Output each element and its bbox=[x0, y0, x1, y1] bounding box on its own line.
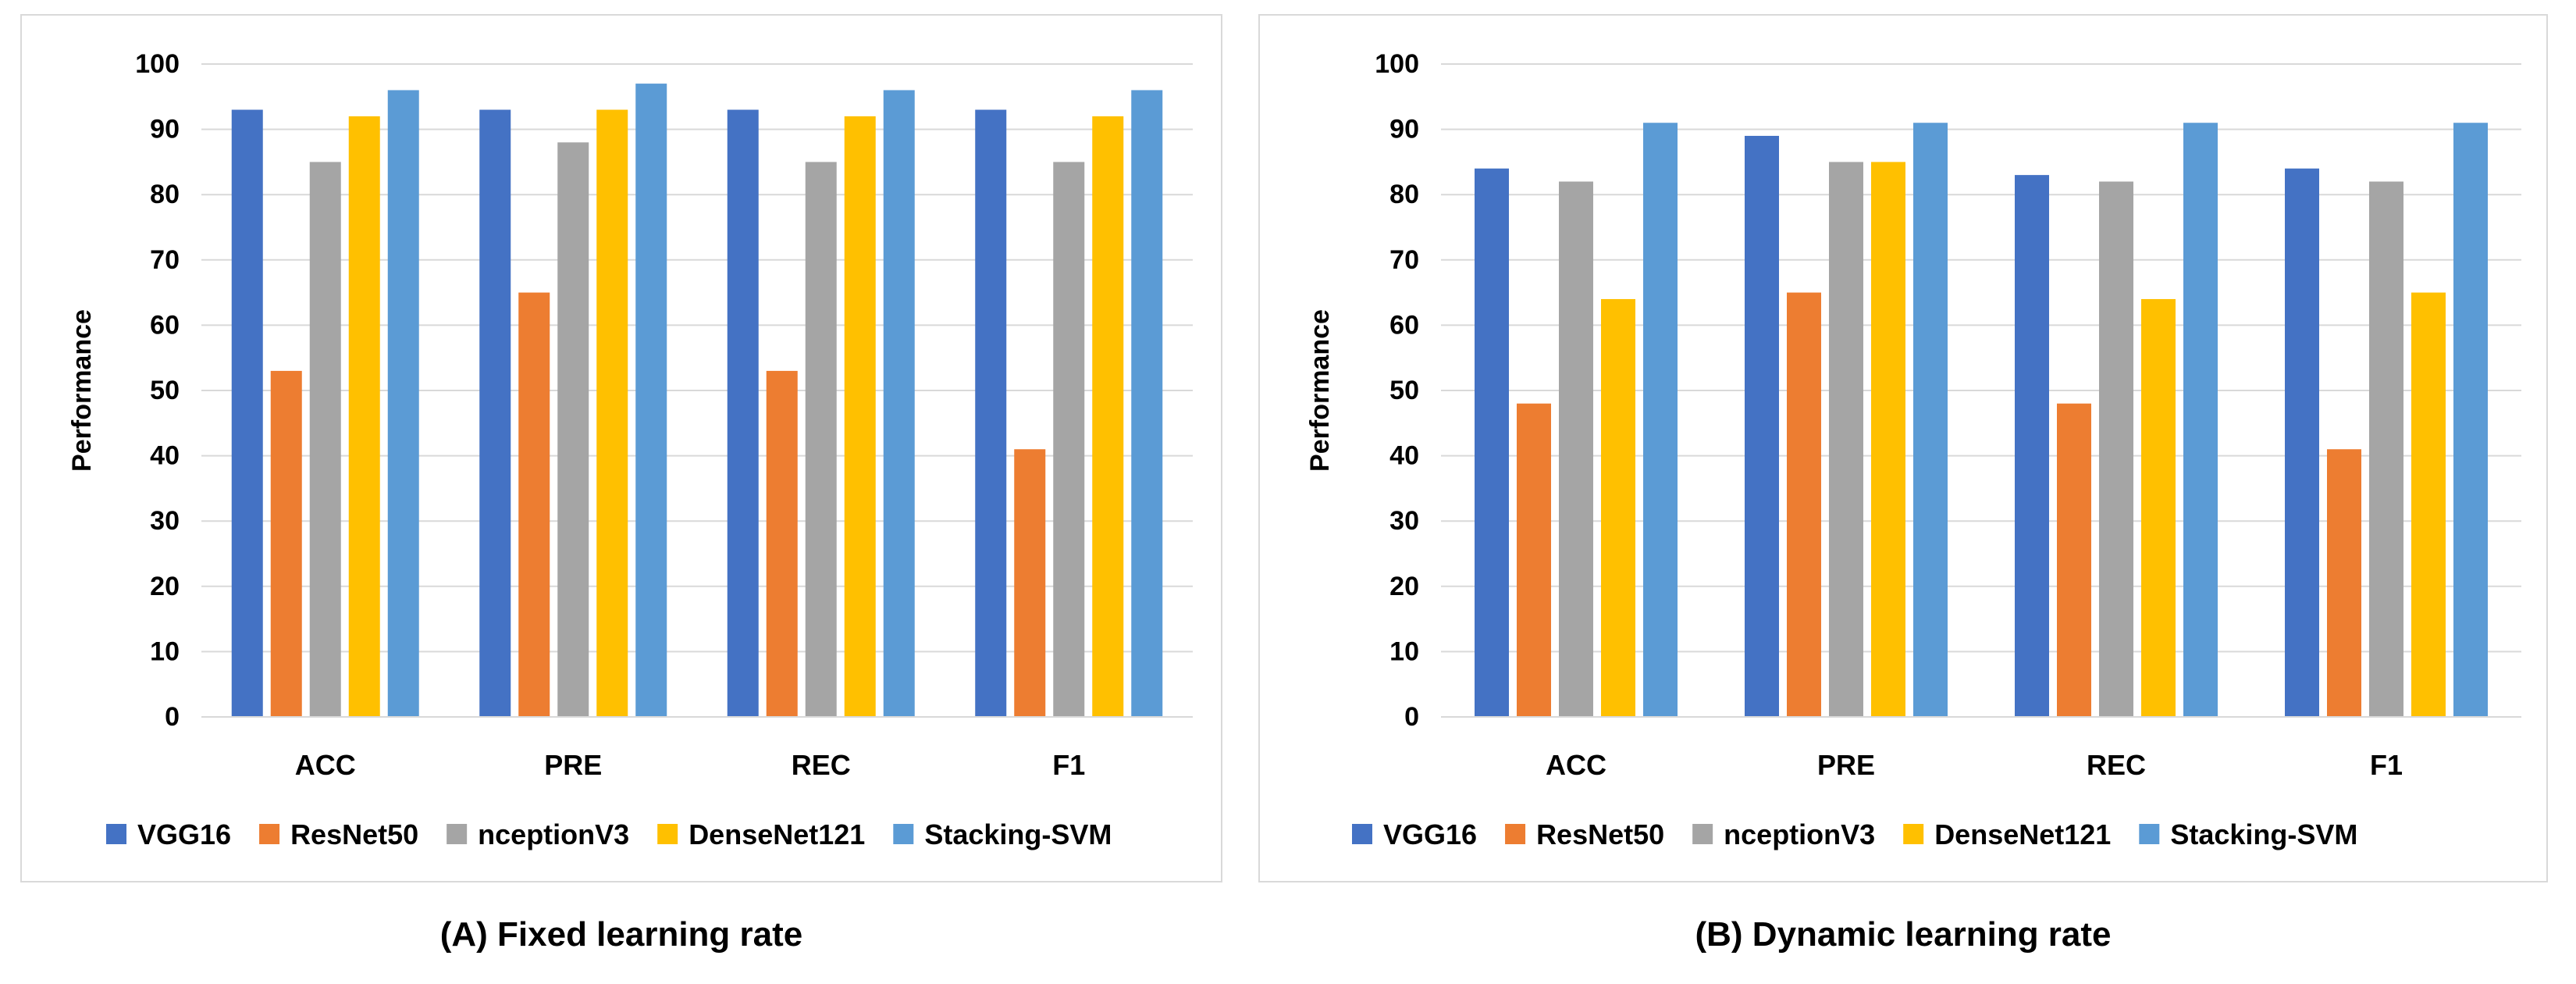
x-tick-label: REC bbox=[2087, 749, 2146, 781]
y-axis-label: Performance bbox=[67, 309, 97, 472]
y-tick-label: 70 bbox=[1389, 245, 1419, 275]
legend-swatch-stacking-svm bbox=[893, 824, 914, 844]
bar-stacking-svm-acc bbox=[387, 90, 419, 717]
legend-swatch-resnet50 bbox=[259, 824, 280, 844]
legend-label-vgg16: VGG16 bbox=[137, 818, 231, 850]
bar-nceptionv3-acc bbox=[1559, 181, 1593, 718]
bar-vgg16-rec bbox=[727, 109, 759, 717]
legend-label-stacking-svm: Stacking-SVM bbox=[2170, 818, 2357, 850]
caption-fixed: (A) Fixed learning rate bbox=[439, 915, 803, 954]
bar-stacking-svm-rec bbox=[2183, 123, 2218, 718]
bar-vgg16-acc bbox=[1475, 168, 1509, 717]
bar-stacking-svm-acc bbox=[1643, 123, 1678, 718]
bar-vgg16-f1 bbox=[975, 109, 1007, 717]
y-tick-label: 10 bbox=[1389, 636, 1419, 666]
bar-nceptionv3-acc bbox=[309, 162, 341, 717]
bar-vgg16-f1 bbox=[2285, 168, 2319, 717]
legend-swatch-nceptionv3 bbox=[447, 824, 468, 844]
legend-swatch-resnet50 bbox=[1505, 824, 1526, 844]
bar-vgg16-pre bbox=[1745, 135, 1779, 717]
bar-stacking-svm-rec bbox=[883, 90, 915, 717]
bar-densenet121-acc bbox=[1601, 298, 1635, 718]
y-tick-label: 90 bbox=[150, 115, 180, 144]
bar-resnet50-f1 bbox=[1014, 449, 1046, 717]
bar-resnet50-pre bbox=[1787, 292, 1821, 718]
x-tick-label: F1 bbox=[2370, 749, 2403, 781]
x-tick-label: REC bbox=[792, 749, 851, 781]
legend-swatch-densenet121 bbox=[657, 824, 678, 844]
y-tick-label: 90 bbox=[1389, 115, 1419, 144]
y-tick-label: 80 bbox=[150, 180, 180, 209]
bar-nceptionv3-f1 bbox=[1053, 162, 1085, 717]
bar-vgg16-rec bbox=[2015, 175, 2049, 717]
bar-stacking-svm-f1 bbox=[2453, 123, 2488, 718]
bar-vgg16-pre bbox=[479, 109, 511, 717]
bar-nceptionv3-f1 bbox=[2369, 181, 2403, 718]
bar-stacking-svm-pre bbox=[1913, 123, 1948, 718]
y-tick-label: 50 bbox=[150, 376, 180, 405]
bar-resnet50-rec bbox=[766, 370, 798, 717]
bar-nceptionv3-pre bbox=[557, 142, 589, 717]
legend-swatch-nceptionv3 bbox=[1692, 824, 1713, 844]
y-tick-label: 60 bbox=[150, 310, 180, 340]
y-tick-label: 0 bbox=[165, 702, 180, 732]
bar-resnet50-rec bbox=[2057, 403, 2091, 717]
bar-resnet50-f1 bbox=[2327, 449, 2361, 717]
bar-stacking-svm-pre bbox=[635, 84, 667, 717]
bar-densenet121-rec bbox=[2141, 298, 2176, 718]
legend-label-nceptionv3: nceptionV3 bbox=[1724, 818, 1875, 850]
y-tick-label: 20 bbox=[150, 572, 180, 601]
legend-swatch-stacking-svm bbox=[2139, 824, 2160, 844]
legend-label-resnet50: ResNet50 bbox=[1536, 818, 1664, 850]
legend-label-vgg16: VGG16 bbox=[1383, 818, 1477, 850]
x-tick-label: F1 bbox=[1052, 749, 1085, 781]
caption-dynamic: (B) Dynamic learning rate bbox=[1695, 915, 2112, 954]
chart-panel-dynamic: 0 10 20 30 40 50 60 70 80 90 100 Performance ACC PRE R… bbox=[1258, 14, 2548, 882]
chart-dynamic-learning-rate: 0 10 20 30 40 50 60 70 80 90 100 Performance ACC PRE R… bbox=[1305, 49, 2521, 850]
legend-label-densenet121: DenseNet121 bbox=[1934, 818, 2111, 850]
y-tick-label: 10 bbox=[150, 636, 180, 666]
x-tick-label: PRE bbox=[1817, 749, 1875, 781]
legend-label-densenet121: DenseNet121 bbox=[688, 818, 865, 850]
legend-swatch-vgg16 bbox=[106, 824, 126, 844]
legend-label-resnet50: ResNet50 bbox=[290, 818, 418, 850]
x-tick-label: ACC bbox=[295, 749, 356, 781]
bar-densenet121-pre bbox=[596, 109, 628, 717]
legend-label-stacking-svm: Stacking-SVM bbox=[924, 818, 1112, 850]
y-tick-label: 50 bbox=[1389, 376, 1419, 405]
y-tick-label: 70 bbox=[150, 245, 180, 275]
bar-nceptionv3-rec bbox=[805, 162, 837, 717]
legend-swatch-vgg16 bbox=[1352, 824, 1372, 844]
bar-densenet121-pre bbox=[1871, 162, 1905, 717]
y-tick-label: 30 bbox=[1389, 506, 1419, 536]
bar-vgg16-acc bbox=[231, 109, 263, 717]
y-tick-label: 100 bbox=[1375, 49, 1419, 79]
y-tick-label: 80 bbox=[1389, 180, 1419, 209]
x-tick-label: PRE bbox=[544, 749, 602, 781]
y-tick-label: 20 bbox=[1389, 572, 1419, 601]
bar-densenet121-acc bbox=[348, 116, 380, 717]
y-tick-label: 40 bbox=[150, 441, 180, 471]
chart-fixed-learning-rate: 0 10 20 30 40 50 60 70 80 90 100 Performance ACC PRE R… bbox=[67, 49, 1193, 850]
bar-nceptionv3-pre bbox=[1829, 162, 1863, 717]
bar-resnet50-pre bbox=[518, 292, 550, 718]
y-tick-label: 60 bbox=[1389, 310, 1419, 340]
y-tick-label: 30 bbox=[150, 506, 180, 536]
y-axis-label: Performance bbox=[1305, 309, 1335, 472]
bar-nceptionv3-rec bbox=[2099, 181, 2133, 718]
bar-densenet121-f1 bbox=[2411, 292, 2446, 718]
x-tick-label: ACC bbox=[1546, 749, 1606, 781]
y-tick-label: 0 bbox=[1404, 702, 1419, 732]
y-tick-label: 100 bbox=[135, 49, 180, 79]
bar-densenet121-f1 bbox=[1092, 116, 1124, 717]
y-tick-label: 40 bbox=[1389, 441, 1419, 471]
bar-resnet50-acc bbox=[270, 370, 302, 717]
bar-densenet121-rec bbox=[844, 116, 876, 717]
bar-stacking-svm-f1 bbox=[1131, 90, 1163, 717]
chart-panel-fixed: 0 10 20 30 40 50 60 70 80 90 100 Performance ACC PRE R… bbox=[20, 14, 1222, 882]
legend-label-nceptionv3: nceptionV3 bbox=[478, 818, 629, 850]
legend-swatch-densenet121 bbox=[1903, 824, 1924, 844]
bar-resnet50-acc bbox=[1517, 403, 1551, 717]
